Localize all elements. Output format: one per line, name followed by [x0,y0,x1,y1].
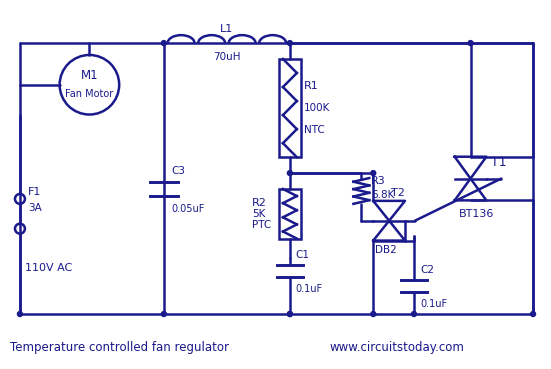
Circle shape [412,311,417,317]
Text: R3: R3 [371,176,386,186]
Circle shape [371,311,376,317]
Circle shape [288,170,293,176]
Text: C2: C2 [420,265,434,275]
Circle shape [161,41,166,45]
Circle shape [288,311,293,317]
Text: L1: L1 [220,24,234,34]
Text: www.circuitstoday.com: www.circuitstoday.com [329,341,464,354]
Text: 0.05uF: 0.05uF [172,204,205,214]
Text: 3A: 3A [28,203,42,213]
Text: Temperature controlled fan regulator: Temperature controlled fan regulator [10,341,229,354]
Text: 6.8K: 6.8K [371,190,395,200]
Text: NTC: NTC [304,125,325,135]
Text: F1: F1 [28,187,41,197]
Text: 70uH: 70uH [213,52,241,62]
Text: 110V AC: 110V AC [25,263,72,273]
Text: C3: C3 [172,166,186,176]
Text: C1: C1 [296,251,310,261]
Text: PTC: PTC [252,220,272,230]
Text: M1: M1 [80,69,98,82]
Circle shape [531,311,536,317]
Text: 100K: 100K [304,103,330,113]
Text: 5K: 5K [252,209,266,219]
Text: R1: R1 [304,82,318,92]
Circle shape [468,41,473,45]
Text: Fan Motor: Fan Motor [65,89,114,99]
Text: T1: T1 [491,156,507,169]
Circle shape [371,170,376,176]
Text: DB2: DB2 [375,245,397,255]
Circle shape [18,311,23,317]
Text: BT136: BT136 [458,209,494,219]
Text: 0.1uF: 0.1uF [420,299,447,309]
Circle shape [288,41,293,45]
Bar [279,59,301,157]
Circle shape [161,311,166,317]
Text: R2: R2 [252,198,267,208]
Circle shape [288,311,293,317]
Bar [279,189,301,239]
Text: T2: T2 [391,188,405,198]
Text: 0.1uF: 0.1uF [296,284,323,294]
